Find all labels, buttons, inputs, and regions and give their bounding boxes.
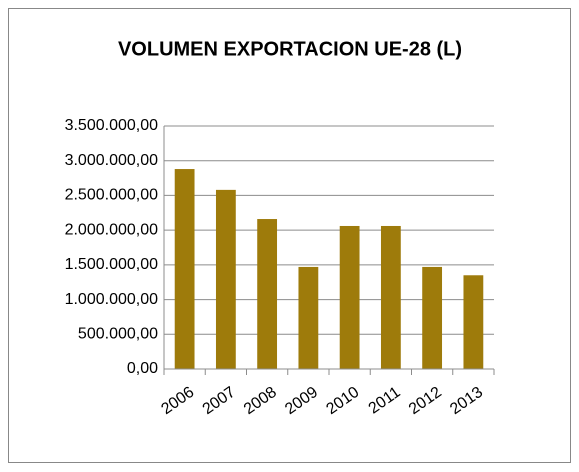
y-tick-label: 0,00 bbox=[127, 360, 158, 377]
y-tick-label: 500.000,00 bbox=[78, 326, 158, 343]
y-tick-label: 1.500.000,00 bbox=[65, 256, 159, 273]
bar bbox=[380, 225, 401, 369]
chart-border bbox=[8, 8, 571, 463]
y-tick-label: 2.000.000,00 bbox=[65, 221, 159, 238]
bar bbox=[422, 266, 443, 369]
bar bbox=[298, 266, 319, 369]
bar bbox=[463, 275, 484, 369]
chart-title: VOLUMEN EXPORTACION UE-28 (L) bbox=[118, 38, 462, 60]
bar bbox=[215, 189, 236, 369]
bar bbox=[174, 169, 195, 369]
bar bbox=[339, 225, 360, 369]
y-tick-label: 3.500.000,00 bbox=[65, 117, 159, 134]
y-tick-label: 2.500.000,00 bbox=[65, 187, 159, 204]
bar bbox=[257, 219, 278, 369]
y-tick-label: 1.000.000,00 bbox=[65, 291, 159, 308]
y-tick-label: 3.000.000,00 bbox=[65, 152, 159, 169]
